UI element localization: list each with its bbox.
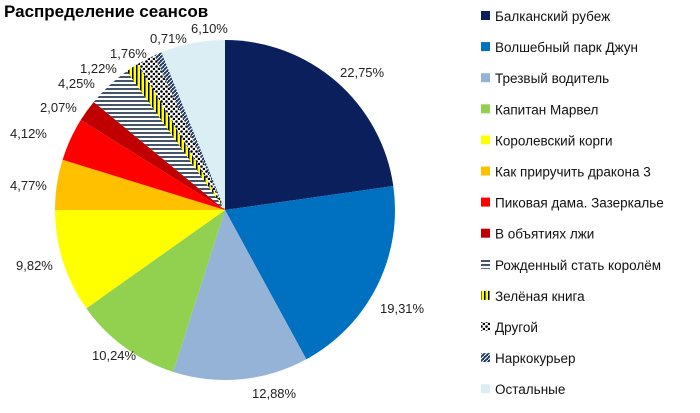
data-label: 0,71%	[150, 31, 187, 46]
legend-entry: Зелёная книга	[495, 289, 585, 304]
legend-entry: Как приручить дракона 3	[495, 165, 651, 180]
pie-slice	[126, 64, 225, 210]
legend-entry: Капитан Марвел	[495, 102, 598, 117]
data-label: 4,12%	[10, 126, 47, 141]
pie-slice	[80, 101, 226, 210]
pie-slice	[161, 40, 225, 210]
pie-slice	[154, 52, 225, 211]
legend-entry: В объятиях лжи	[495, 227, 594, 242]
data-label: 4,25%	[58, 76, 95, 91]
pie-slice	[93, 71, 226, 210]
legend-entry: Волшебный парк Джун	[495, 40, 638, 55]
data-label: 1,76%	[110, 46, 147, 61]
legend-entry: Другой	[495, 320, 538, 335]
data-label: 6,10%	[191, 21, 228, 36]
legend-entry: Пиковая дама. Зазеркалье	[495, 196, 664, 211]
data-label: 9,82%	[16, 258, 53, 273]
pie-slice	[173, 210, 307, 380]
legend-swatch	[481, 104, 490, 114]
data-label: 1,22%	[80, 61, 117, 76]
data-label: 2,07%	[40, 100, 77, 115]
legend-entry: Остальные	[495, 382, 565, 397]
data-label: 10,24%	[92, 348, 137, 363]
legend-swatch	[481, 135, 490, 145]
legend-swatch	[481, 353, 490, 363]
data-label: 4,77%	[10, 178, 47, 193]
legend-entry: Трезвый водитель	[495, 71, 609, 86]
legend-swatch	[481, 166, 490, 176]
legend-entry: Королевский корги	[495, 133, 613, 148]
pie-slice	[137, 55, 225, 210]
legend-swatch	[481, 384, 490, 394]
legend-entry: Наркокурьер	[495, 351, 576, 366]
pie-slice	[86, 210, 225, 372]
legend-swatch	[481, 42, 490, 52]
chart-title: Распределение сеансов	[4, 2, 208, 21]
legend-swatch	[481, 73, 490, 83]
pie-slice	[62, 119, 226, 210]
pie-slice	[225, 40, 394, 210]
legend-swatch	[481, 290, 490, 300]
data-label: 19,31%	[380, 301, 425, 316]
pie-slice	[55, 159, 225, 210]
pie-slice	[225, 186, 395, 360]
legend-swatch	[481, 322, 490, 331]
legend-swatch	[481, 228, 490, 238]
legend-swatch	[481, 259, 490, 269]
legend-swatch	[481, 197, 490, 207]
legend-entry: Балканский рубеж	[495, 9, 610, 24]
pie-slice	[55, 210, 225, 309]
data-label: 12,88%	[252, 386, 297, 401]
legend-entry: Рожденный стать королём	[495, 258, 661, 273]
data-label: 22,75%	[340, 65, 385, 80]
legend-swatch	[481, 11, 490, 20]
